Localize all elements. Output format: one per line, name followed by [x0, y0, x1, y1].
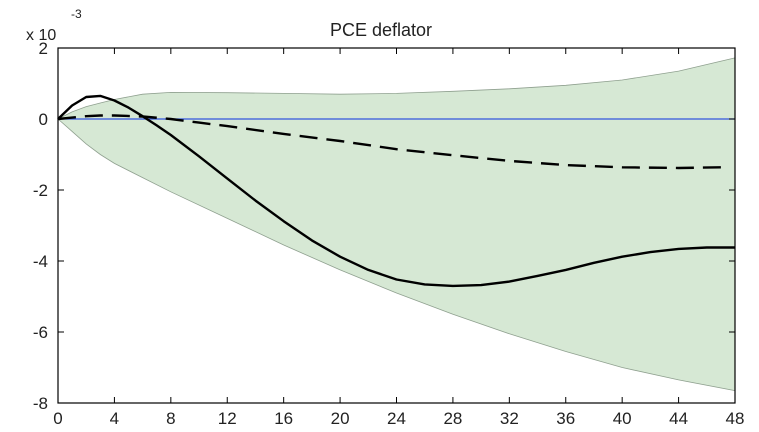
confidence-band	[57, 57, 736, 392]
x-tick-label: 16	[274, 409, 293, 428]
x-tick-label: 20	[331, 409, 350, 428]
y-tick-label: -4	[33, 252, 48, 271]
y-scale-exponent: -3	[71, 7, 82, 21]
x-tick-label: 0	[53, 409, 62, 428]
axes: 0 4 8 12 16 20 24 28 32 36 40 44 48-8-6-4-202	[33, 39, 745, 428]
y-tick-label: 0	[39, 110, 48, 129]
x-tick-label: 36	[556, 409, 575, 428]
x-tick-label: 40	[613, 409, 632, 428]
x-tick-label: 24	[387, 409, 406, 428]
dashed-response-line	[57, 114, 721, 170]
y-scale-base: x 10	[26, 27, 56, 44]
x-tick-label: 4	[110, 409, 119, 428]
x-tick-label: 28	[443, 409, 462, 428]
y-tick-label: -6	[33, 323, 48, 342]
chart-title: PCE deflator	[330, 20, 432, 40]
y-tick-label: 2	[39, 39, 48, 58]
x-tick-label: 8	[166, 409, 175, 428]
x-tick-label: 32	[500, 409, 519, 428]
y-tick-label: -8	[33, 394, 48, 413]
solid-response-line	[57, 94, 735, 288]
plot-area	[57, 57, 736, 392]
x-tick-label: 48	[726, 409, 745, 428]
y-tick-label: -2	[33, 181, 48, 200]
x-tick-label: 12	[218, 409, 237, 428]
x-tick-label: 44	[669, 409, 688, 428]
